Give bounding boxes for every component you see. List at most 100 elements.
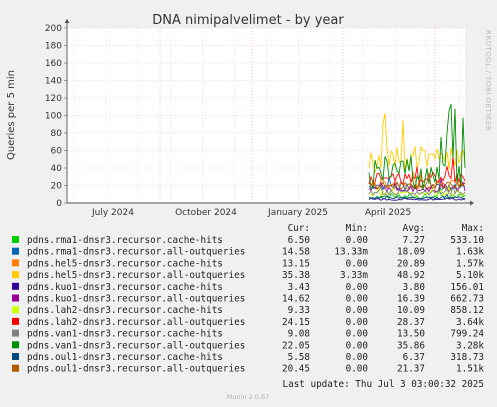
legend-swatch: [12, 306, 19, 314]
series-line: [368, 103, 466, 190]
legend-swatch: [12, 247, 19, 255]
legend-max-value: 799.24: [450, 329, 484, 340]
y-tick-label: 200: [45, 24, 62, 34]
legend-avg-value: 35.86: [397, 340, 425, 351]
series-lines: [368, 103, 466, 201]
y-tick-label: 20: [51, 182, 63, 192]
header-cur: Cur:: [288, 223, 310, 234]
legend-swatch: [12, 364, 19, 372]
x-tick-label: October 2024: [175, 208, 237, 218]
legend-series-name: pdns.van1-dnsr3.recursor.all-outqueries: [27, 340, 245, 351]
legend-max-value: 3.64k: [456, 317, 484, 328]
legend-cur-value: 9.33: [288, 305, 310, 316]
legend-header: Cur: Min: Avg: Max:: [288, 223, 484, 234]
series-line: [368, 156, 466, 186]
legend-max-value: 662.73: [450, 294, 484, 305]
legend-avg-value: 21.37: [397, 364, 425, 375]
legend-avg-value: 7.27: [403, 235, 425, 246]
x-ticks: July 2024 October 2024 January 2025 April 2…: [91, 208, 411, 218]
legend-max-value: 318.73: [450, 352, 484, 363]
legend-avg-value: 10.09: [397, 305, 425, 316]
legend-min-value: 0.00: [346, 340, 368, 351]
axes: [64, 19, 474, 206]
legend-max-value: 858.12: [450, 305, 484, 316]
legend-swatch: [12, 236, 19, 243]
legend-cur-value: 24.15: [282, 317, 310, 328]
legend-cur-value: 20.45: [282, 364, 310, 375]
legend-swatch: [12, 282, 19, 290]
watermark: RRDTOOL / TOBI OETIKER: [484, 30, 492, 131]
footer-version: Munin 2.0.67: [227, 393, 270, 401]
legend-swatch: [12, 294, 19, 302]
last-update: Last update: Thu Jul 3 03:00:32 2025: [283, 379, 485, 390]
legend-cur-value: 5.58: [288, 352, 310, 363]
legend-min-value: 0.00: [346, 329, 368, 340]
legend-series-name: pdns.van1-dnsr3.recursor.cache-hits: [27, 329, 223, 340]
legend-cur-value: 6.50: [288, 235, 310, 246]
x-tick-label: January 2025: [267, 208, 328, 218]
legend-max-value: 1.51k: [456, 364, 484, 375]
legend-series-name: pdns.hel5-dnsr3.recursor.all-outqueries: [27, 270, 245, 281]
legend-max-value: 533.10: [450, 235, 484, 246]
legend-swatch: [12, 353, 19, 360]
legend-min-value: 0.00: [346, 294, 368, 305]
legend-min-value: 0.00: [346, 317, 368, 328]
legend-series-name: pdns.rma1-dnsr3.recursor.cache-hits: [27, 235, 223, 246]
series-line: [368, 178, 466, 193]
y-tick-label: 140: [45, 77, 62, 87]
y-ticks: 0 20 40 60 80 100 120 140 160 180 200: [45, 24, 62, 209]
legend-series-name: pdns.lah2-dnsr3.recursor.all-outqueries: [27, 317, 245, 328]
legend-min-value: 0.00: [346, 282, 368, 293]
legend: pdns.rma1-dnsr3.recursor.cache-hits 6.50 0…: [12, 235, 484, 375]
legend-series-name: pdns.kuo1-dnsr3.recursor.cache-hits: [27, 282, 223, 293]
legend-min-value: 0.00: [346, 364, 368, 375]
y-tick-label: 160: [45, 59, 62, 69]
legend-cur-value: 14.62: [282, 294, 310, 305]
header-max: Max:: [462, 223, 484, 234]
x-tick-label: July 2024: [91, 208, 134, 218]
y-tick-label: 40: [51, 164, 63, 174]
legend-avg-value: 16.39: [397, 294, 425, 305]
legend-avg-value: 28.37: [397, 317, 425, 328]
legend-max-value: 5.10k: [456, 270, 484, 281]
legend-avg-value: 6.37: [403, 352, 425, 363]
legend-min-value: 0.00: [346, 235, 368, 246]
y-tick-label: 0: [56, 199, 62, 209]
legend-cur-value: 22.05: [282, 340, 310, 351]
legend-min-value: 0.00: [346, 258, 368, 269]
legend-min-value: 3.33m: [340, 270, 368, 281]
legend-avg-value: 3.80: [403, 282, 425, 293]
y-tick-label: 100: [45, 112, 62, 122]
legend-avg-value: 13.50: [397, 329, 425, 340]
series-line: [368, 185, 466, 196]
legend-cur-value: 13.15: [282, 258, 310, 269]
header-min: Min:: [346, 223, 368, 234]
y-axis-arrow: [64, 19, 70, 23]
legend-swatch: [12, 317, 19, 325]
y-tick-label: 80: [51, 129, 63, 139]
legend-series-name: pdns.hel5-dnsr3.recursor.cache-hits: [27, 258, 223, 269]
legend-series-name: pdns.lah2-dnsr3.recursor.cache-hits: [27, 305, 223, 316]
legend-avg-value: 20.89: [397, 258, 425, 269]
header-avg: Avg:: [403, 223, 425, 234]
x-tick-label: April 2025: [365, 208, 411, 218]
legend-cur-value: 14.58: [282, 247, 310, 258]
legend-max-value: 1.57k: [456, 258, 484, 269]
legend-max-value: 1.63k: [456, 247, 484, 258]
legend-min-value: 13.33m: [334, 247, 368, 258]
legend-swatch: [12, 259, 19, 267]
y-tick-label: 180: [45, 42, 62, 52]
series-line: [368, 172, 466, 190]
series-line: [368, 187, 466, 201]
legend-max-value: 156.01: [450, 282, 484, 293]
legend-swatch: [12, 341, 19, 349]
legend-cur-value: 9.08: [288, 329, 310, 340]
legend-avg-value: 18.09: [397, 247, 425, 258]
x-axis-arrow: [470, 200, 474, 206]
y-axis-label: Queries per 5 min: [6, 70, 17, 160]
legend-min-value: 0.00: [346, 305, 368, 316]
legend-cur-value: 35.38: [282, 270, 310, 281]
y-tick-label: 120: [45, 94, 62, 104]
y-tick-label: 60: [51, 147, 63, 157]
